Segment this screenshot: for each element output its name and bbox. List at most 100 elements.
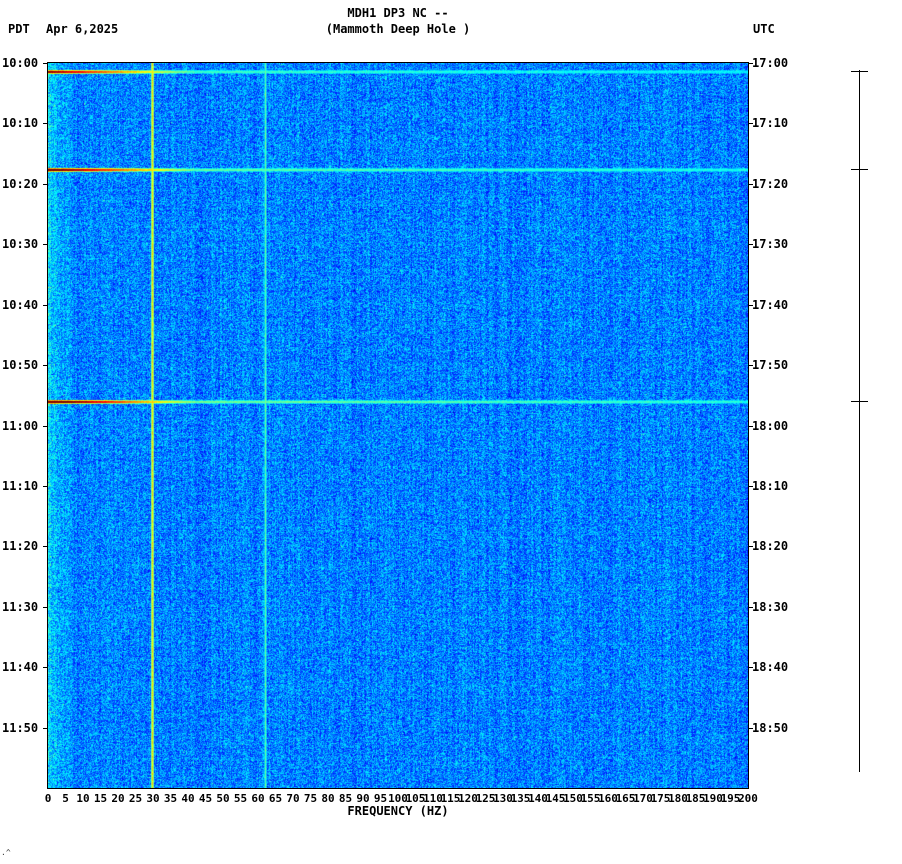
right-time-label: 18:30	[752, 599, 789, 614]
frequency-tick-label: 185	[685, 792, 706, 805]
frequency-tick-label: 50	[216, 792, 230, 805]
right-time-label: 18:00	[752, 418, 789, 433]
time-tick	[43, 667, 48, 669]
timezone-right-label: UTC	[753, 22, 775, 36]
time-tick	[43, 304, 48, 306]
frequency-tick-label: 130	[493, 792, 513, 805]
left-time-label: 10:50	[2, 358, 39, 373]
time-tick	[43, 546, 48, 548]
frequency-tick-label: 30	[146, 792, 160, 805]
right-time-label: 18:40	[752, 660, 789, 675]
frequency-tick-label: 35	[163, 792, 178, 805]
right-time-label: 17:10	[752, 116, 789, 131]
frequency-tick-label: 5	[62, 792, 69, 805]
frequency-tick-label: 200	[738, 792, 758, 805]
time-tick	[748, 304, 753, 306]
time-tick	[748, 123, 753, 125]
time-tick	[43, 63, 48, 64]
frequency-tick-label: 105	[405, 792, 426, 805]
plot-frame	[47, 62, 749, 789]
time-tick	[748, 244, 753, 246]
time-tick	[43, 485, 48, 487]
time-tick	[43, 727, 48, 729]
event-time-tick	[851, 169, 868, 171]
right-time-label: 17:40	[752, 297, 789, 312]
time-tick	[748, 425, 753, 427]
frequency-tick-label: 20	[111, 792, 125, 805]
frequency-tick-label: 80	[321, 792, 335, 805]
right-time-label: 17:50	[752, 358, 789, 373]
frequency-tick-label: 175	[650, 792, 671, 805]
time-tick	[43, 365, 48, 367]
right-time-label: 18:10	[752, 478, 789, 493]
corner-mark: .^	[1, 848, 11, 857]
frequency-tick-label: 150	[563, 792, 583, 805]
time-tick	[43, 425, 48, 427]
left-time-label: 11:10	[2, 478, 39, 493]
left-time-label: 10:20	[2, 176, 39, 191]
frequency-tick-label: 115	[440, 792, 461, 805]
frequency-tick-label: 190	[703, 792, 723, 805]
spectrogram-canvas	[48, 63, 748, 788]
frequency-tick-label: 160	[598, 792, 618, 805]
frequency-tick-label: 45	[198, 792, 213, 805]
frequency-tick-label: 15	[93, 792, 108, 805]
time-tick	[748, 63, 753, 64]
right-time-label: 18:20	[752, 539, 789, 554]
frequency-tick-label: 145	[545, 792, 566, 805]
left-time-label: 10:40	[2, 297, 39, 312]
left-time-label: 11:00	[2, 418, 39, 433]
frequency-tick-label: 125	[475, 792, 496, 805]
frequency-tick-label: 95	[373, 792, 388, 805]
left-time-label: 11:50	[2, 720, 39, 735]
time-tick	[748, 667, 753, 669]
right-time-label: 17:00	[752, 56, 789, 70]
frequency-tick-label: 135	[510, 792, 531, 805]
frequency-tick-label: 25	[128, 792, 143, 805]
left-time-label: 10:10	[2, 116, 39, 131]
right-time-label: 18:50	[752, 720, 789, 735]
time-tick	[748, 485, 753, 487]
time-tick	[748, 606, 753, 608]
frequency-tick-label: 110	[423, 792, 443, 805]
frequency-tick-label: 140	[528, 792, 548, 805]
frequency-tick-label: 70	[286, 792, 300, 805]
station-title: MDH1 DP3 NC --	[347, 6, 449, 20]
time-tick	[748, 183, 753, 185]
station-subtitle: (Mammoth Deep Hole )	[325, 22, 471, 36]
frequency-tick-label: 120	[458, 792, 478, 805]
left-time-label: 10:00	[2, 56, 39, 70]
frequency-tick-label: 0	[44, 792, 52, 805]
frequency-tick-label: 40	[181, 792, 195, 805]
frequency-tick-label: 195	[720, 792, 741, 805]
event-time-tick	[851, 401, 868, 403]
left-time-label: 11:30	[2, 599, 39, 614]
left-time-label: 10:30	[2, 237, 39, 252]
event-time-tick	[851, 70, 868, 72]
time-tick	[748, 365, 753, 367]
time-tick	[748, 546, 753, 548]
date-label: Apr 6,2025	[46, 22, 119, 36]
scale-bar-line	[859, 70, 860, 772]
frequency-tick-label: 170	[633, 792, 653, 805]
frequency-tick-label: 10	[76, 792, 90, 805]
right-time-label: 17:30	[752, 237, 789, 252]
timezone-left-label: PDT	[8, 22, 30, 36]
frequency-tick-label: 85	[338, 792, 353, 805]
frequency-tick-label: 165	[615, 792, 636, 805]
time-tick	[43, 183, 48, 185]
frequency-tick-label: 55	[233, 792, 248, 805]
frequency-tick-label: 155	[580, 792, 601, 805]
time-tick	[43, 606, 48, 608]
frequency-tick-label: 65	[268, 792, 283, 805]
frequency-axis-title: FREQUENCY (HZ)	[347, 804, 449, 818]
right-time-label: 17:20	[752, 176, 789, 191]
time-tick	[43, 123, 48, 125]
frequency-tick-label: 100	[388, 792, 408, 805]
time-tick	[43, 244, 48, 246]
frequency-tick-label: 75	[303, 792, 318, 805]
left-time-label: 11:40	[2, 660, 39, 675]
frequency-tick-label: 180	[668, 792, 688, 805]
time-tick	[748, 727, 753, 729]
